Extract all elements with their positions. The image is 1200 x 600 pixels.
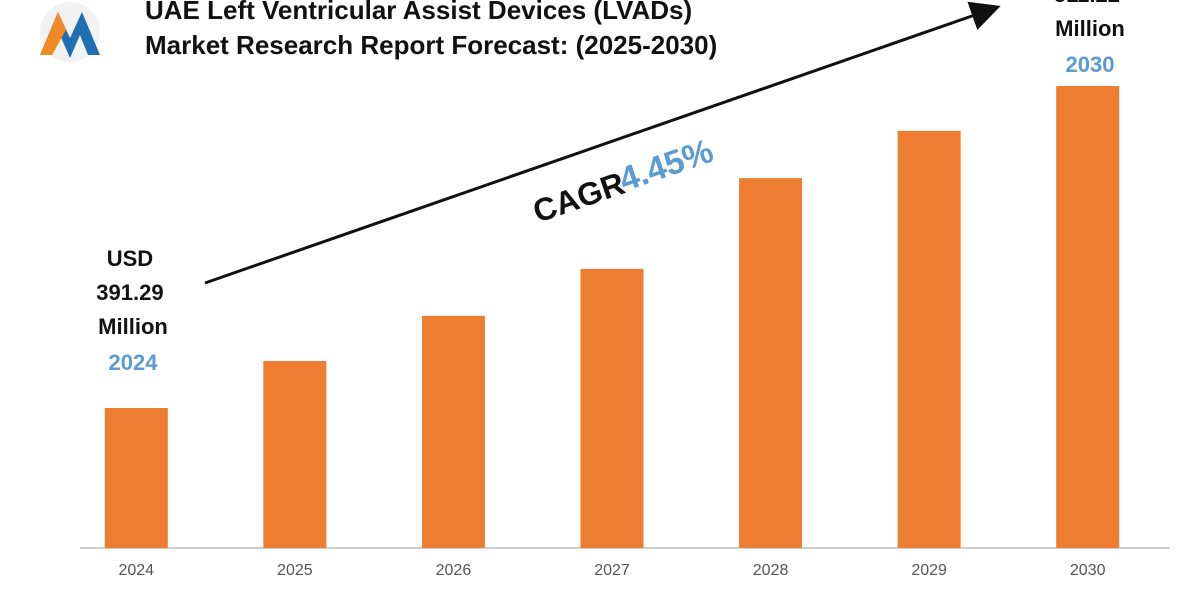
cagr-label: CAGR bbox=[528, 165, 629, 230]
x-tick-label: 2030 bbox=[1070, 562, 1106, 579]
x-tick-label: 2029 bbox=[911, 562, 947, 579]
data-label-year: 2024 bbox=[109, 350, 159, 375]
x-tick-label: 2028 bbox=[753, 562, 789, 579]
data-label: USD 391.29 Million bbox=[96, 246, 169, 339]
trend-arrow bbox=[204, 1, 1001, 285]
x-tick-label: 2024 bbox=[118, 562, 154, 579]
x-tick-label: 2026 bbox=[436, 562, 472, 579]
data-label: USD 511.22 Million bbox=[1054, 0, 1126, 41]
cagr: CAGR 4.45% bbox=[528, 132, 718, 230]
chart-title: Market Research Report Forecast: (2025-2… bbox=[145, 30, 717, 60]
bar bbox=[263, 360, 327, 548]
bar bbox=[1056, 85, 1120, 548]
bar bbox=[580, 268, 644, 548]
bar bbox=[739, 178, 803, 548]
cagr-value: 4.45% bbox=[614, 132, 718, 199]
data-label-year: 2030 bbox=[1066, 52, 1115, 77]
bar bbox=[104, 407, 168, 548]
logo bbox=[40, 2, 100, 62]
x-tick-label: 2027 bbox=[594, 562, 630, 579]
x-tick-label: 2025 bbox=[277, 562, 313, 579]
chart-title: UAE Left Ventricular Assist Devices (LVA… bbox=[145, 0, 692, 25]
bar bbox=[897, 130, 961, 548]
bar bbox=[421, 315, 485, 548]
